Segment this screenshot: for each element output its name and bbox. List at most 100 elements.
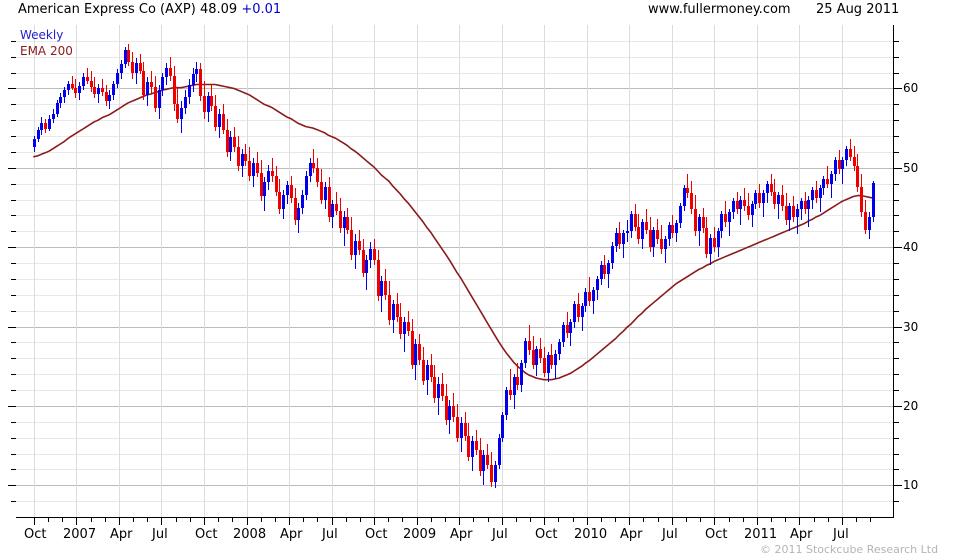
candle-body — [592, 290, 595, 302]
candle-body — [550, 355, 553, 365]
y-tick-label: 20 — [903, 398, 919, 413]
y-tick-left — [11, 231, 16, 232]
candle-body — [127, 50, 130, 62]
x-tick-minor — [388, 518, 389, 522]
gridline-v — [502, 25, 503, 517]
candle-body — [562, 324, 565, 343]
candle-body — [97, 87, 100, 95]
candle-body — [56, 102, 59, 114]
x-tick-minor — [615, 518, 616, 522]
candle-body — [403, 321, 406, 335]
x-tick-minor — [870, 518, 871, 522]
candle-body — [199, 69, 202, 97]
candle-body — [324, 186, 327, 200]
gridline-h — [16, 41, 893, 42]
candle-body — [524, 340, 527, 364]
x-tick-label: Oct — [535, 527, 558, 542]
x-tick-minor — [488, 518, 489, 522]
y-tick-right — [894, 88, 902, 89]
candle-body — [698, 217, 701, 232]
gridline-h — [16, 485, 893, 486]
candle-body — [331, 204, 334, 218]
candle-body — [754, 193, 757, 205]
y-tick-left — [11, 73, 16, 74]
candle-wick — [567, 312, 568, 338]
candle-body — [120, 63, 123, 74]
candle-body — [641, 221, 644, 240]
website-label: www.fullermoney.com — [648, 2, 791, 17]
y-tick-right — [894, 295, 899, 296]
candle-body — [849, 148, 852, 157]
candle-body — [762, 193, 765, 203]
chart-title: American Express Co (AXP) 48.09 +0.01 — [18, 2, 281, 22]
y-tick-right — [894, 438, 899, 439]
candle-body — [267, 171, 270, 183]
x-tick-label: Apr — [790, 527, 813, 542]
candle-body — [301, 194, 304, 208]
candle-body — [441, 383, 444, 397]
candle-body — [437, 383, 440, 398]
candle-body — [607, 263, 610, 275]
candle-body — [252, 163, 255, 176]
x-tick-minor — [686, 518, 687, 522]
candle-body — [275, 175, 278, 192]
candle-body — [350, 229, 353, 256]
candle-body — [37, 129, 40, 140]
x-tick-major — [799, 518, 800, 525]
y-tick-right — [894, 263, 899, 264]
gridline-h — [16, 469, 893, 470]
x-tick-label: Jul — [662, 527, 678, 542]
candle-body — [596, 278, 599, 291]
x-tick-minor — [473, 518, 474, 522]
y-tick-right — [894, 136, 899, 137]
candle-body — [158, 90, 161, 108]
candle-body — [807, 199, 810, 210]
candle-body — [600, 264, 603, 279]
gridline-v — [34, 25, 35, 517]
candle-body — [815, 190, 818, 198]
candle-body — [59, 97, 62, 103]
candle-body — [309, 163, 312, 176]
y-tick-left — [11, 215, 16, 216]
x-tick-minor — [530, 518, 531, 522]
candle-body — [498, 437, 501, 465]
gridline-v — [119, 25, 120, 517]
candle-body — [456, 417, 459, 438]
candle-body — [433, 377, 436, 398]
candle-body — [724, 213, 727, 222]
x-tick-major — [76, 518, 77, 525]
candle-body — [180, 107, 183, 119]
candle-body — [380, 280, 383, 297]
candle-wick — [344, 210, 345, 246]
gridline-v — [161, 25, 162, 517]
candle-body — [766, 183, 769, 194]
candle-body — [418, 344, 421, 360]
y-tick-left — [11, 104, 16, 105]
candle-body — [229, 136, 232, 152]
candle-body — [664, 239, 667, 249]
candle-body — [796, 209, 799, 218]
candle-body — [320, 182, 323, 200]
x-tick-minor — [856, 518, 857, 522]
y-tick-right — [894, 215, 899, 216]
gridline-h — [16, 247, 893, 248]
candle-body — [822, 178, 825, 189]
gridline-h — [16, 88, 893, 89]
y-tick-right — [894, 406, 902, 407]
candle-body — [112, 83, 115, 95]
x-tick-minor — [828, 518, 829, 522]
y-tick-right — [894, 311, 899, 312]
candle-body — [396, 304, 399, 318]
candle-body — [622, 232, 625, 245]
candle-body — [694, 209, 697, 232]
y-tick-right — [894, 454, 899, 455]
candle-body — [736, 201, 739, 210]
x-tick-minor — [218, 518, 219, 522]
gridline-v — [374, 25, 375, 517]
candle-body — [626, 231, 629, 233]
x-tick-major — [417, 518, 418, 525]
x-tick-major — [587, 518, 588, 525]
y-tick-label: 40 — [903, 240, 919, 255]
candle-body — [256, 163, 259, 173]
gridline-v — [459, 25, 460, 517]
